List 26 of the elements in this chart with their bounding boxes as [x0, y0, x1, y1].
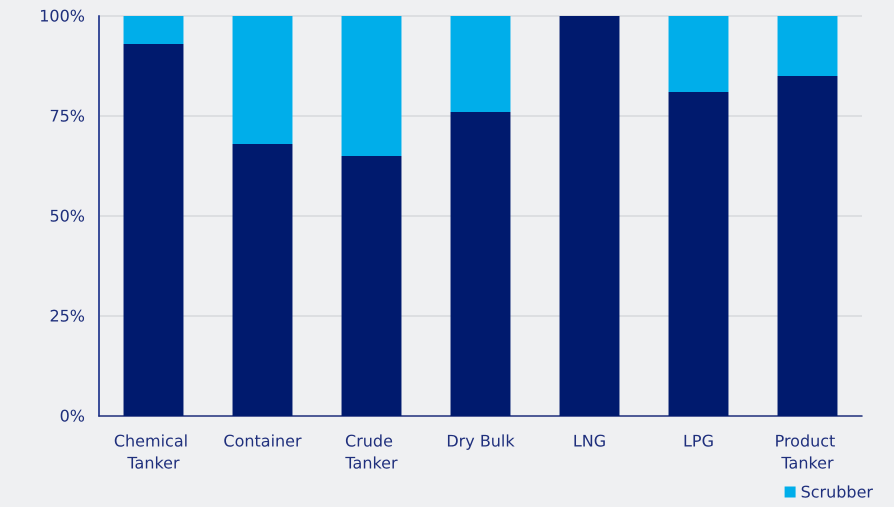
bar [124, 44, 184, 416]
bar [668, 92, 728, 416]
bar [232, 16, 292, 144]
y-tick-label: 50% [49, 206, 85, 226]
y-tick-label: 0% [60, 406, 85, 426]
bar [668, 16, 728, 92]
y-tick-label: 100% [39, 6, 85, 26]
bar [778, 76, 838, 416]
bar [450, 112, 510, 416]
y-tick-label: 75% [49, 106, 85, 126]
x-tick-label: Chemical Tanker [114, 432, 194, 472]
x-tick-label: LNG [572, 432, 606, 450]
x-tick-label: Product Tanker [774, 432, 840, 472]
bar [450, 16, 510, 112]
bar [342, 16, 402, 156]
x-tick-label: Container [223, 432, 302, 450]
x-tick-label: Crude Tanker [344, 432, 398, 472]
bar [232, 144, 292, 416]
bar [560, 16, 620, 416]
x-tick-label: LPG [683, 432, 714, 450]
x-tick-label: Dry Bulk [446, 432, 516, 450]
bar [342, 156, 402, 416]
y-tick-label: 25% [49, 306, 85, 326]
bar [124, 16, 184, 44]
bar [778, 16, 838, 76]
legend-label: Scrubber [800, 482, 874, 502]
